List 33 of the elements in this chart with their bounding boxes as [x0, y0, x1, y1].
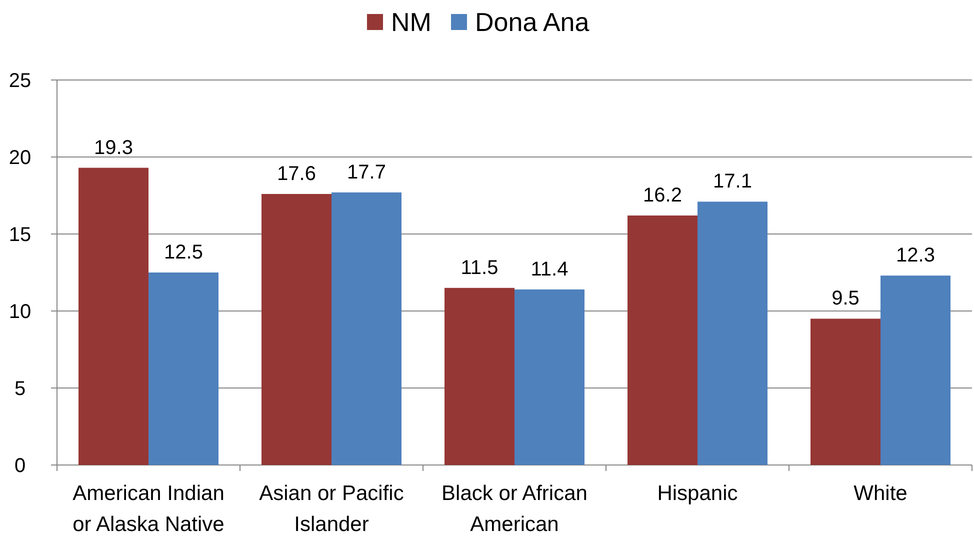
x-tick-label: Black or African American	[442, 482, 588, 536]
bar	[332, 192, 402, 465]
data-label: 12.3	[896, 244, 935, 267]
y-tick-label: 5	[14, 378, 26, 400]
bar	[148, 272, 218, 465]
data-label: 11.4	[530, 258, 568, 280]
data-label: 19.3	[94, 136, 133, 159]
bar	[514, 289, 584, 465]
data-label: 9.5	[832, 288, 860, 310]
data-label: 16.2	[643, 184, 682, 207]
bar	[628, 216, 698, 465]
data-label: 17.7	[347, 161, 386, 184]
data-label: 17.6	[277, 162, 316, 185]
bar	[262, 194, 332, 465]
data-label: 17.1	[713, 170, 752, 193]
x-tick-label: White	[854, 482, 908, 505]
y-tick-label: 15	[8, 224, 32, 246]
y-tick-label: 25	[8, 70, 32, 92]
bar	[810, 318, 880, 465]
data-label: 12.5	[164, 242, 203, 264]
x-tick-label: Hispanic	[657, 482, 738, 505]
bar	[698, 202, 768, 465]
y-tick-label: 20	[8, 147, 32, 169]
bar	[78, 168, 148, 465]
bar	[444, 288, 514, 465]
data-label: 11.5	[460, 256, 498, 279]
bar	[880, 276, 950, 465]
legend-label: NM	[391, 7, 432, 38]
x-tick-label: American Indian or Alaska Native	[72, 482, 224, 536]
y-tick-label: 10	[8, 301, 32, 323]
legend-label: Dona Ana	[475, 7, 590, 38]
x-tick-label: Asian or Pacific Islander	[259, 482, 404, 536]
y-tick-label: 0	[14, 455, 26, 477]
